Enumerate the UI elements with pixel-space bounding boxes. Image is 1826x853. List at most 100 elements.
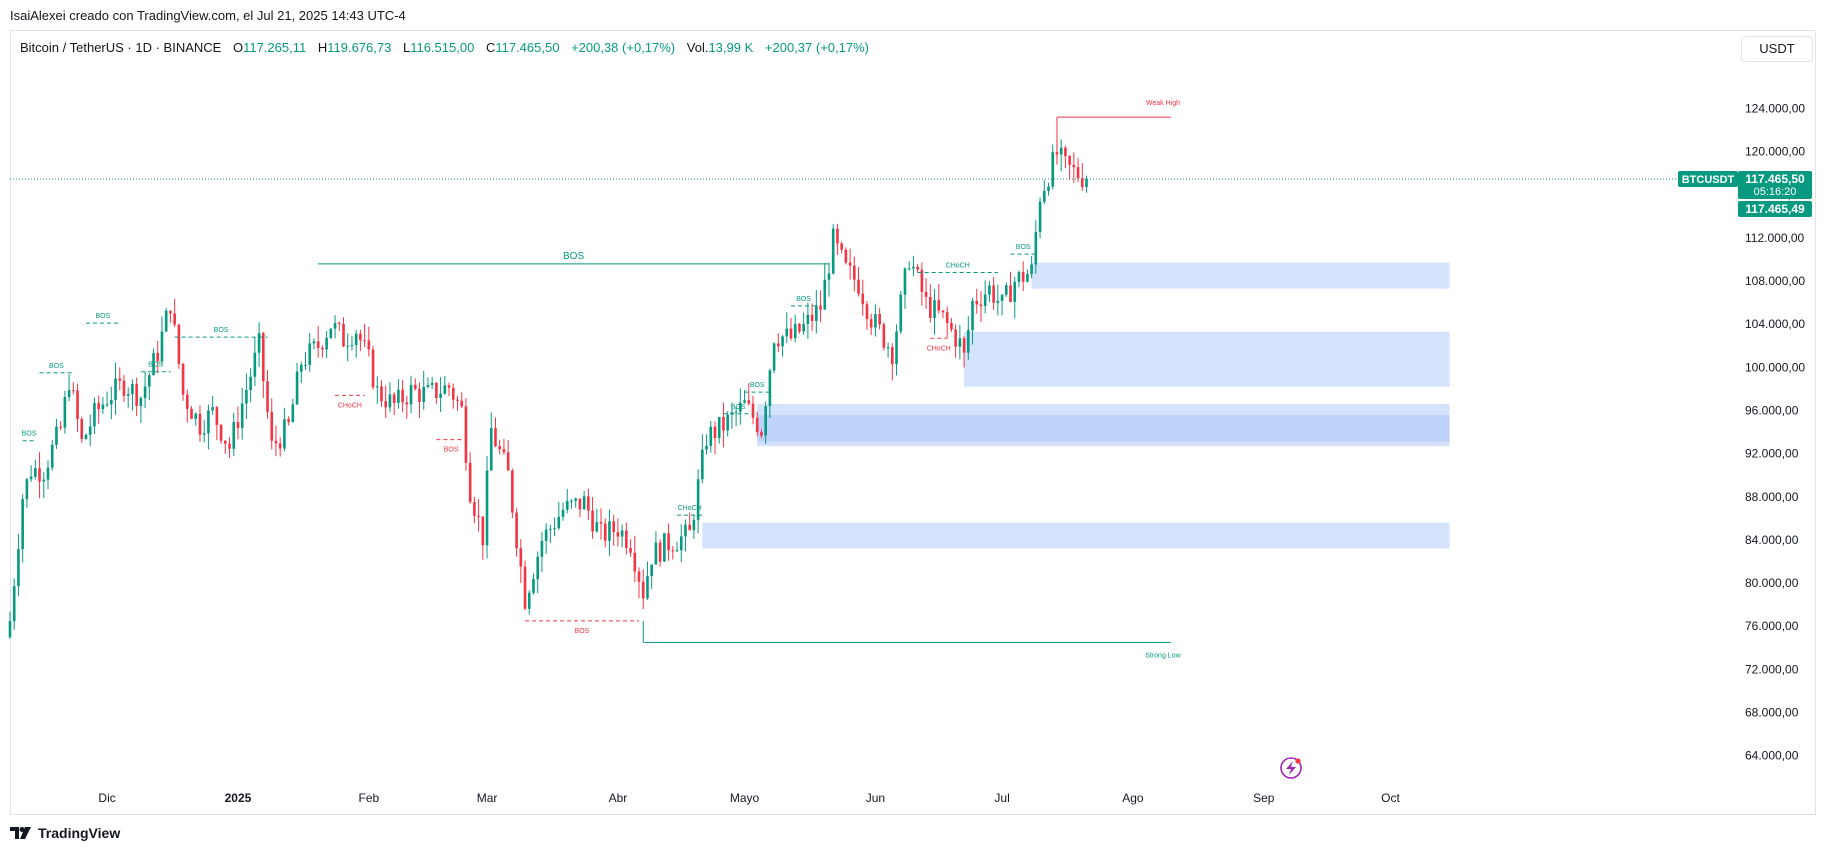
- tradingview-footer[interactable]: TradingView: [10, 825, 120, 841]
- candle: [671, 545, 675, 560]
- candle-body: [1038, 201, 1042, 232]
- candle: [629, 539, 632, 557]
- candle-body: [325, 337, 328, 350]
- candle: [274, 425, 278, 456]
- candle-body: [12, 586, 16, 622]
- candle-body: [97, 403, 100, 410]
- candle-body: [401, 389, 404, 403]
- candle: [912, 255, 915, 276]
- currency-button[interactable]: USDT: [1741, 36, 1813, 62]
- candle-body: [337, 323, 341, 325]
- legend-symbol[interactable]: Bitcoin / TetherUS · 1D · BINANCE: [20, 40, 222, 55]
- candle-body: [688, 524, 691, 531]
- candle: [185, 389, 189, 423]
- candle-body: [384, 401, 388, 408]
- candle-body: [435, 382, 438, 398]
- demand-zone: [757, 404, 1450, 415]
- candle-body: [1034, 231, 1038, 265]
- legend-high-label: H: [317, 40, 328, 55]
- candle: [806, 302, 810, 339]
- candle-body: [93, 403, 96, 427]
- candle: [308, 333, 312, 372]
- candle: [650, 564, 653, 589]
- candle-body: [920, 269, 924, 292]
- candle: [321, 345, 324, 358]
- candle: [692, 514, 696, 539]
- candle: [853, 256, 856, 292]
- candle: [1059, 139, 1063, 172]
- lightning-circle: [1280, 757, 1302, 779]
- candle: [907, 261, 911, 271]
- candle-body: [633, 552, 637, 572]
- candle-body: [743, 400, 746, 403]
- demand-zone: [757, 441, 1450, 447]
- candle-body: [426, 384, 430, 387]
- candle-body: [278, 443, 282, 449]
- candle-body: [502, 449, 506, 453]
- candle-body: [245, 390, 248, 404]
- candle: [722, 402, 725, 448]
- symbol-tag: BTCUSDT: [1682, 174, 1735, 186]
- candle-body: [215, 407, 219, 425]
- candle-body: [283, 419, 286, 449]
- candle: [177, 323, 181, 369]
- candle: [253, 336, 257, 387]
- candle: [194, 412, 198, 426]
- candle-body: [831, 228, 835, 274]
- candle: [789, 317, 793, 341]
- candle-body: [1072, 164, 1076, 168]
- candle: [798, 322, 801, 334]
- candle-body: [899, 294, 903, 332]
- candle-body: [515, 512, 518, 549]
- x-axis-tick-label: Mar: [477, 791, 498, 805]
- candle-body: [173, 313, 176, 325]
- legend-close-value: 117.465,50: [495, 40, 560, 55]
- candle-body: [950, 322, 953, 330]
- candle: [418, 382, 421, 418]
- candle-body: [734, 411, 738, 413]
- candle-body: [21, 499, 24, 550]
- candle-body: [629, 547, 632, 553]
- candle-body: [608, 521, 611, 541]
- candle-body: [928, 296, 932, 318]
- candle: [1076, 158, 1080, 183]
- candle: [679, 524, 683, 563]
- candle-body: [620, 530, 624, 537]
- candle-body: [236, 422, 240, 428]
- candle: [717, 416, 721, 444]
- candle-body: [1004, 285, 1008, 295]
- candle-body: [836, 228, 839, 244]
- candle: [299, 361, 303, 384]
- structure-label: Weak High: [1146, 100, 1180, 107]
- candle: [447, 382, 451, 397]
- candle: [861, 279, 865, 316]
- candle: [684, 519, 687, 552]
- candle-body: [713, 426, 717, 439]
- y-axis-tick-label: 64.000,00: [1745, 749, 1799, 763]
- candle-body: [992, 285, 995, 303]
- candle-body: [874, 314, 877, 328]
- candle: [755, 411, 759, 437]
- candle-body: [110, 400, 113, 405]
- candle: [519, 539, 523, 583]
- candle: [1017, 270, 1021, 288]
- candle: [549, 524, 552, 543]
- candle: [59, 420, 62, 431]
- candle-body: [1042, 190, 1046, 202]
- candle-body: [1013, 281, 1017, 302]
- candle-body: [274, 440, 278, 444]
- candle-body: [468, 462, 472, 503]
- candle-body: [637, 571, 641, 582]
- candle-body: [536, 556, 540, 580]
- candle: [422, 371, 426, 410]
- candle: [899, 290, 903, 334]
- candle: [777, 333, 780, 352]
- candle: [283, 407, 286, 452]
- candle-body: [333, 323, 337, 329]
- candle: [688, 512, 691, 531]
- demand-zone: [702, 522, 1450, 549]
- candle: [485, 455, 489, 559]
- candle: [67, 374, 71, 402]
- lightning-icon[interactable]: [1280, 757, 1302, 779]
